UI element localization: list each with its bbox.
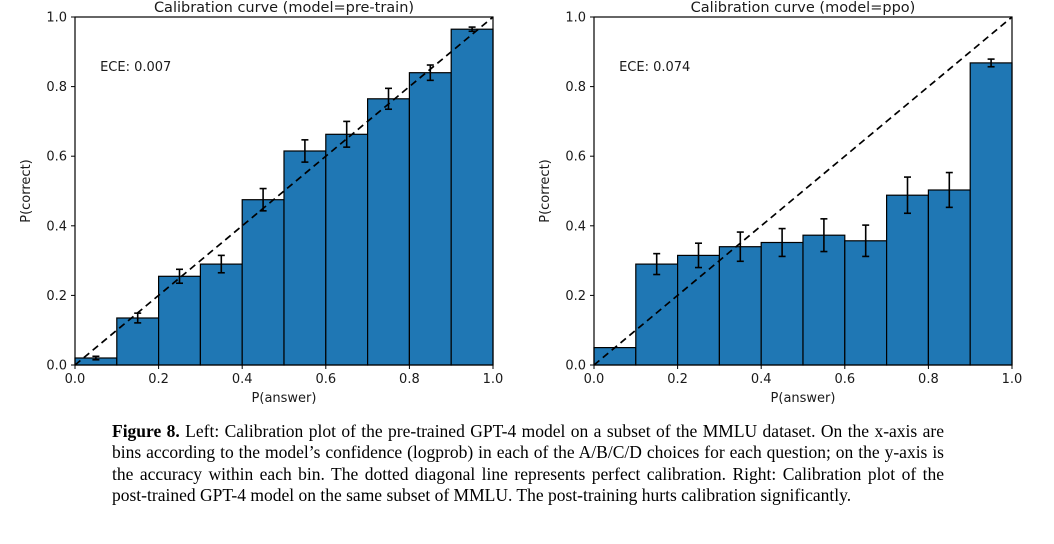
histogram-bar (367, 98, 411, 366)
y-tick-label: 0.8 (46, 80, 67, 95)
calibration-chart-ppo: 0.0 0.2 0.4 0.6 0.8 1.0 0.0 0.2 0.4 0.6 0.8 1.0 Cali… (538, 0, 1023, 406)
histogram-bar (283, 150, 327, 366)
x-tick-label: 0.4 (751, 372, 772, 387)
histogram-bar (593, 347, 637, 366)
x-tick-label: 0.6 (834, 372, 855, 387)
histogram-bar (677, 254, 721, 366)
histogram-bar (408, 72, 452, 366)
y-tick-label: 0.4 (46, 219, 67, 234)
plot-border (74, 16, 494, 366)
ece-annotation: ECE: 0.074 (619, 60, 690, 75)
x-tick-label: 0.2 (667, 372, 688, 387)
x-tick-label: 0.4 (232, 372, 253, 387)
calibration-chart-pretrain: 0.0 0.2 0.4 0.6 0.8 1.0 0.0 0.2 0.4 0.6 0.8 1.0 Cali… (19, 0, 504, 406)
histogram-bar (969, 62, 1013, 366)
histogram-bar (718, 246, 762, 366)
y-tick-label: 0.0 (565, 359, 586, 374)
figure-caption-text: Left: Calibration plot of the pre-traine… (112, 421, 944, 506)
y-tick-label: 0.6 (565, 150, 586, 165)
figure-caption-label: Figure 8. (112, 421, 180, 441)
perfect-calibration-line (74, 16, 494, 366)
plot-border (593, 16, 1013, 366)
x-tick-label: 1.0 (1002, 372, 1023, 387)
histogram-bar (241, 199, 285, 366)
x-tick-label: 1.0 (483, 372, 504, 387)
histogram-bar (802, 234, 846, 366)
y-tick-label: 1.0 (46, 11, 67, 26)
histogram-bar (927, 189, 971, 366)
y-tick-label: 0.0 (46, 359, 67, 374)
histogram-bar (886, 194, 930, 366)
x-tick-label: 0.8 (918, 372, 939, 387)
chart-title: Calibration curve (model=pre-train) (154, 0, 414, 16)
y-tick-label: 1.0 (565, 11, 586, 26)
histogram-bar (635, 263, 679, 366)
y-tick-label: 0.4 (565, 219, 586, 234)
x-tick-label: 0.0 (584, 372, 605, 387)
x-axis-label: P(answer) (252, 391, 317, 406)
y-axis-label: P(correct) (538, 159, 553, 223)
histogram-bar (325, 133, 369, 366)
perfect-calibration-line (593, 16, 1013, 366)
y-axis-label: P(correct) (19, 159, 34, 223)
ece-annotation: ECE: 0.007 (100, 60, 171, 75)
x-tick-label: 0.8 (399, 372, 420, 387)
y-tick-label: 0.2 (46, 289, 67, 304)
y-tick-label: 0.2 (565, 289, 586, 304)
chart-title: Calibration curve (model=ppo) (691, 0, 916, 16)
x-tick-label: 0.0 (65, 372, 86, 387)
y-tick-label: 0.8 (565, 80, 586, 95)
histogram-bar (760, 241, 804, 366)
x-tick-label: 0.2 (148, 372, 169, 387)
histogram-bar (844, 240, 888, 366)
histogram-bar (450, 28, 494, 366)
histogram-bar (199, 263, 243, 366)
x-axis-label: P(answer) (771, 391, 836, 406)
x-tick-label: 0.6 (315, 372, 336, 387)
figure-caption: Figure 8. Left: Calibration plot of the … (112, 421, 944, 507)
y-tick-label: 0.6 (46, 150, 67, 165)
